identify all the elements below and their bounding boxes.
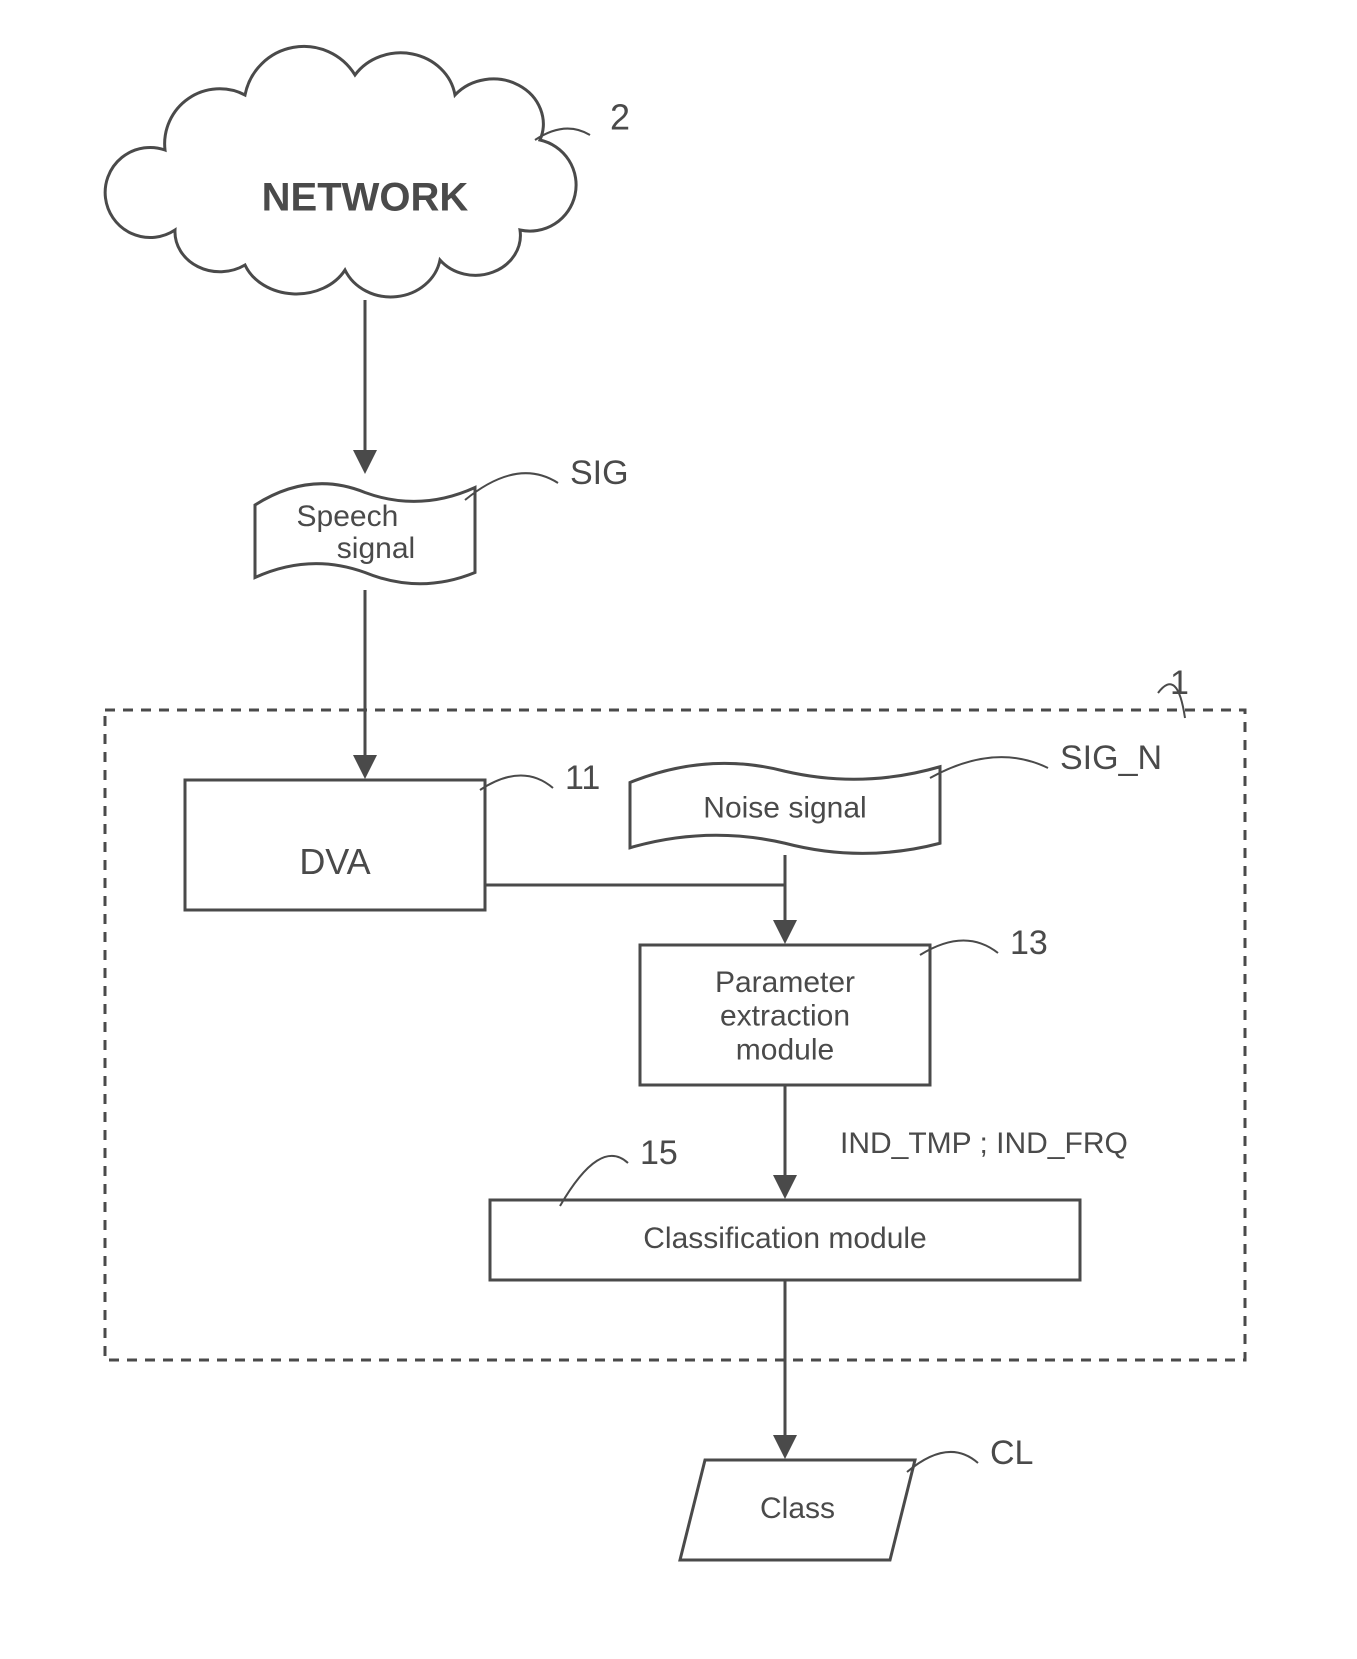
param-callout-line — [920, 940, 998, 955]
dva-label: DVA — [299, 841, 370, 882]
dva-callout-label: 11 — [565, 759, 600, 797]
system-callout-label: 1 — [1170, 664, 1189, 702]
noise-callout-line — [930, 757, 1048, 778]
noise-callout-label: SIG_N — [1060, 739, 1162, 777]
cloud-callout-label: 2 — [610, 97, 630, 138]
noise-signal-banner-text: Noise signal — [703, 791, 866, 824]
ind-label: IND_TMP ; IND_FRQ — [840, 1127, 1128, 1160]
param-callout-label: 13 — [1010, 924, 1048, 962]
speech-callout-line — [465, 473, 558, 500]
speech-signal-banner-text1: Speech — [297, 500, 399, 533]
speech-callout-label: SIG — [570, 454, 629, 492]
param-text2: extraction — [720, 1000, 850, 1033]
class-callout-label: CL — [990, 1434, 1033, 1472]
param-text1: Parameter — [715, 966, 855, 999]
network-cloud — [105, 46, 576, 297]
class-callout-line — [907, 1452, 978, 1472]
network-label: NETWORK — [262, 176, 469, 220]
classification-label: Classification module — [643, 1222, 926, 1255]
classif-callout-label: 15 — [640, 1134, 678, 1172]
param-text3: module — [736, 1033, 834, 1066]
class-output-label: Class — [760, 1492, 835, 1525]
classif-callout-line — [560, 1156, 628, 1206]
dva-callout-line — [480, 775, 553, 790]
speech-signal-banner-text2: signal — [337, 532, 415, 565]
